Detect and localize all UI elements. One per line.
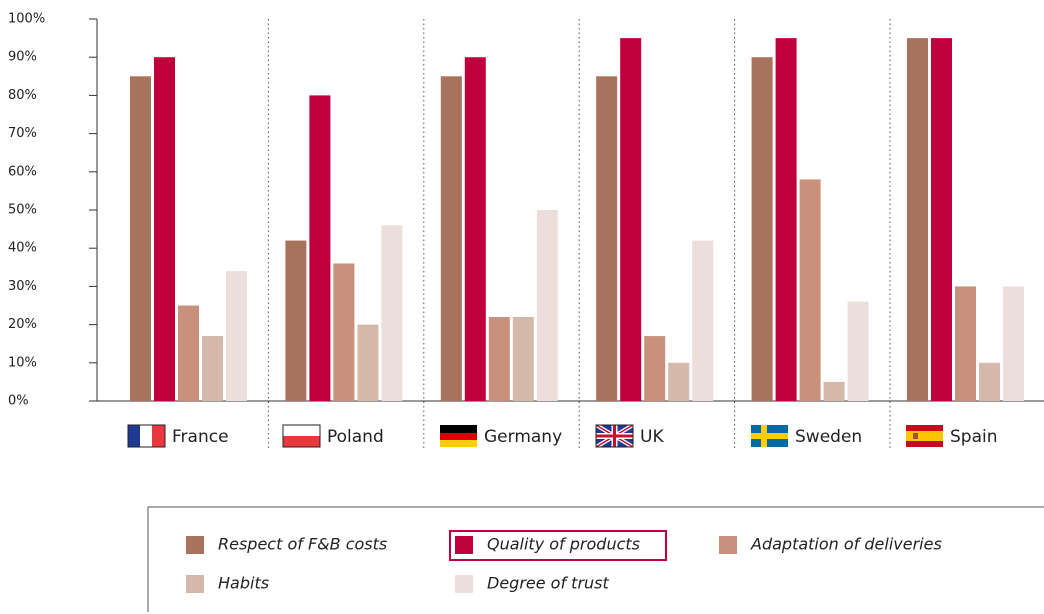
legend-swatch bbox=[455, 575, 473, 593]
flag-sweden bbox=[751, 425, 788, 447]
bar bbox=[799, 179, 821, 401]
flag-germany bbox=[440, 425, 477, 447]
x-tick-label: Poland bbox=[327, 427, 384, 447]
legend-label: Degree of trust bbox=[487, 574, 610, 593]
x-tick-label: France bbox=[172, 427, 229, 447]
bar bbox=[775, 38, 797, 401]
y-tick-label: 30% bbox=[8, 279, 37, 294]
x-tick-label: Spain bbox=[950, 427, 998, 447]
bar bbox=[488, 316, 510, 401]
bar bbox=[130, 76, 151, 402]
bar bbox=[644, 336, 666, 401]
bar bbox=[309, 95, 331, 402]
y-tick-label: 10% bbox=[8, 355, 37, 370]
legend-label: Quality of products bbox=[487, 535, 640, 554]
bar bbox=[1003, 286, 1024, 401]
bar bbox=[955, 286, 976, 401]
legend-swatch bbox=[186, 575, 204, 593]
legend-swatch bbox=[186, 536, 204, 554]
bar bbox=[178, 305, 199, 401]
legend-label: Habits bbox=[218, 574, 269, 593]
bar bbox=[357, 324, 379, 401]
bar bbox=[823, 381, 845, 401]
flags bbox=[127, 423, 943, 449]
y-tick-label: 90% bbox=[8, 50, 37, 65]
y-tick-label: 80% bbox=[8, 88, 37, 103]
bar bbox=[596, 76, 618, 402]
y-tick-label: 50% bbox=[8, 203, 37, 218]
bar bbox=[512, 316, 534, 401]
y-tick-label: 100% bbox=[8, 12, 45, 27]
y-tick-label: 70% bbox=[8, 126, 37, 141]
bar bbox=[202, 336, 223, 401]
bar bbox=[536, 210, 558, 401]
bar bbox=[464, 57, 486, 401]
bar bbox=[381, 225, 403, 401]
y-tick-label: 60% bbox=[8, 164, 37, 179]
bar bbox=[979, 362, 1000, 401]
legend-box bbox=[147, 506, 1044, 612]
legend-label: Adaptation of deliveries bbox=[750, 535, 942, 554]
flag-poland bbox=[282, 424, 321, 448]
bar bbox=[226, 271, 247, 401]
y-tick-label: 40% bbox=[8, 241, 37, 256]
bar bbox=[668, 362, 690, 401]
flag-france bbox=[127, 424, 166, 448]
bar bbox=[847, 301, 869, 401]
x-tick-label: Sweden bbox=[795, 427, 862, 447]
bar bbox=[440, 76, 462, 402]
bar bbox=[620, 38, 642, 401]
y-tick-label: 20% bbox=[8, 317, 37, 332]
bar bbox=[692, 240, 714, 401]
bar bbox=[285, 240, 307, 401]
legend-swatch bbox=[455, 536, 473, 554]
bar bbox=[931, 38, 952, 401]
flag-uk bbox=[594, 423, 635, 449]
legend-highlight bbox=[449, 530, 667, 561]
flag-spain bbox=[906, 425, 943, 447]
bar bbox=[907, 38, 928, 401]
x-tick-label: Germany bbox=[484, 427, 562, 447]
x-tick-label: UK bbox=[640, 427, 664, 447]
y-tick-label: 0% bbox=[8, 394, 29, 409]
bar bbox=[333, 263, 355, 401]
legend-label: Respect of F&B costs bbox=[218, 535, 387, 554]
bar bbox=[751, 57, 773, 401]
legend-swatch bbox=[719, 536, 737, 554]
bar bbox=[154, 57, 175, 401]
